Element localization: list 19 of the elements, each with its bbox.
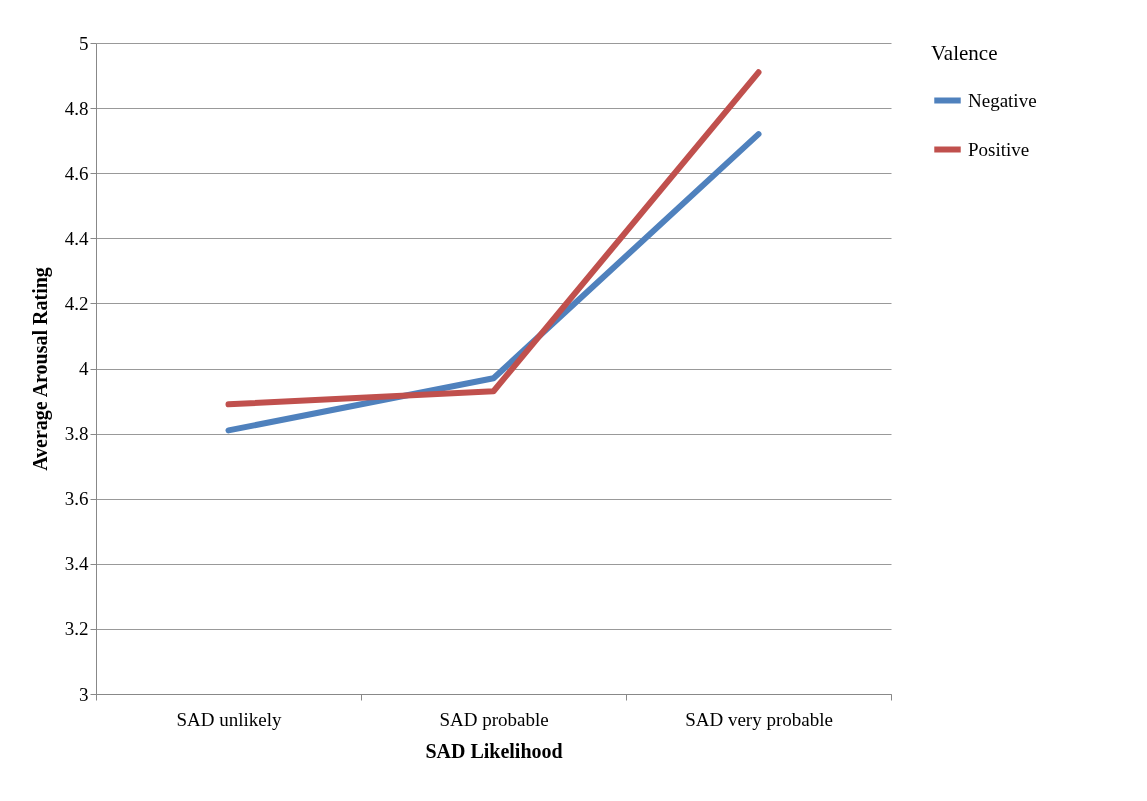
x-tick-label: SAD probable <box>439 708 549 730</box>
x-axis-title: SAD Likelihood <box>425 739 563 762</box>
legend-title: Valence <box>931 41 998 65</box>
y-tick-label: 4 <box>79 358 89 379</box>
y-tick-label: 3 <box>79 683 89 705</box>
y-tick-label: 3.4 <box>64 553 89 575</box>
y-tick-label: 3.6 <box>64 488 89 510</box>
y-axis-title: Average Arousal Rating <box>28 267 52 471</box>
x-tick-label: SAD very probable <box>685 708 833 730</box>
legend-label: Negative <box>968 89 1037 111</box>
y-tick-label: 4.6 <box>64 162 89 184</box>
y-tick-label: 4.8 <box>64 97 89 119</box>
x-tick-label: SAD unlikely <box>176 708 283 730</box>
y-tick-label: 3.2 <box>64 618 89 640</box>
y-tick-label: 4.4 <box>64 227 89 249</box>
y-tick-label: 4.2 <box>64 292 89 314</box>
legend-label: Positive <box>968 138 1030 160</box>
y-tick-label: 5 <box>79 32 89 54</box>
y-tick-label: 3.8 <box>64 423 89 445</box>
